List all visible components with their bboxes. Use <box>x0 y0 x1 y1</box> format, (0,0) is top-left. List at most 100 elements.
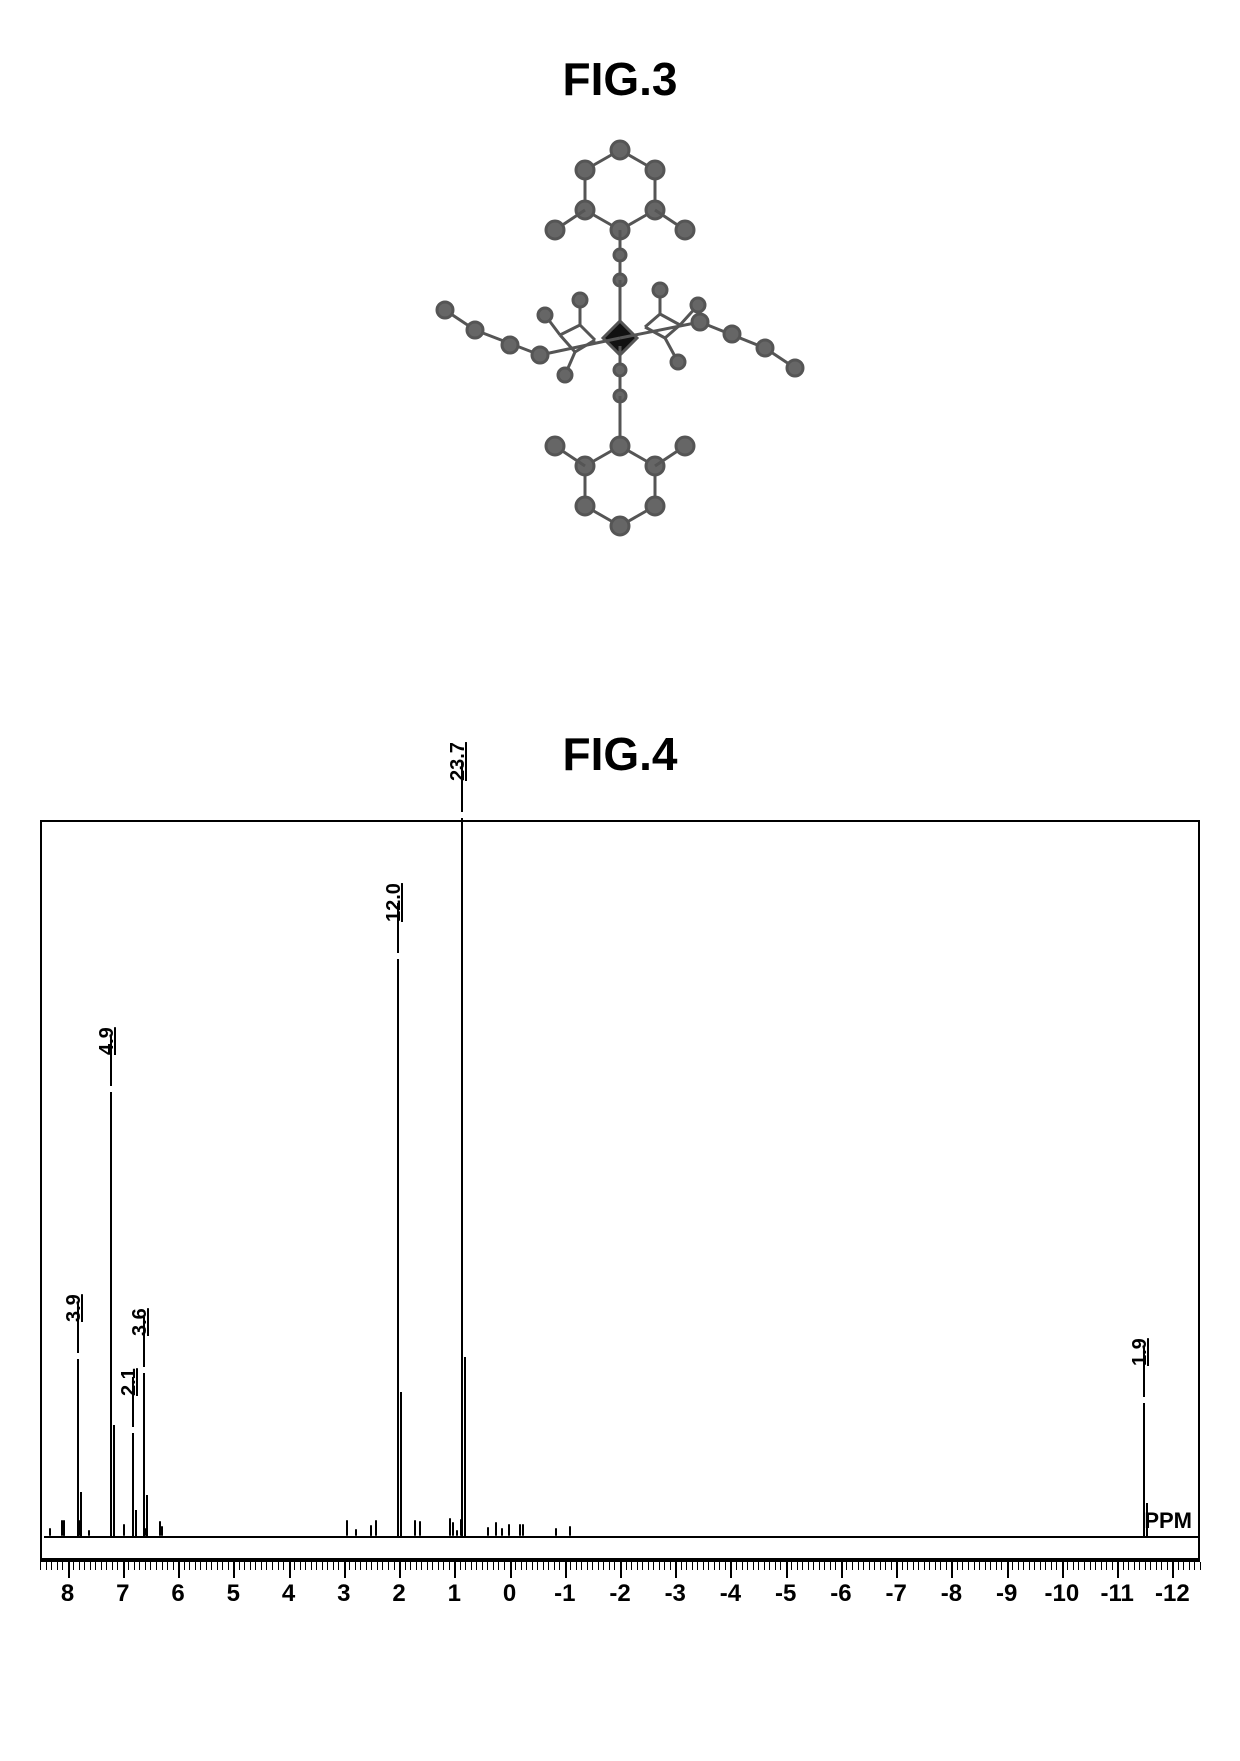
nmr-x-minor-tick <box>1090 1562 1091 1570</box>
nmr-x-minor-tick <box>559 1562 560 1570</box>
nmr-x-minor-tick <box>554 1562 555 1570</box>
nmr-noise <box>495 1522 497 1536</box>
nmr-x-minor-tick <box>316 1562 317 1570</box>
nmr-x-minor-tick <box>891 1562 892 1570</box>
nmr-x-minor-tick <box>592 1562 593 1570</box>
nmr-x-major-tick <box>1062 1562 1064 1578</box>
nmr-x-minor-tick <box>907 1562 908 1570</box>
nmr-x-minor-tick <box>1095 1562 1096 1570</box>
nmr-x-minor-tick <box>863 1562 864 1570</box>
nmr-x-minor-tick <box>979 1562 980 1570</box>
nmr-x-tick-label: 5 <box>227 1580 240 1608</box>
nmr-x-minor-tick <box>758 1562 759 1570</box>
nmr-x-minor-tick <box>106 1562 107 1570</box>
nmr-x-minor-tick <box>62 1562 63 1570</box>
nmr-x-minor-tick <box>548 1562 549 1570</box>
nmr-peak-label: 2.1 <box>118 1368 141 1396</box>
nmr-peak <box>397 959 399 1536</box>
nmr-x-minor-tick <box>405 1562 406 1570</box>
nmr-x-minor-tick <box>626 1562 627 1570</box>
nmr-x-minor-tick <box>824 1562 825 1570</box>
nmr-x-minor-tick <box>1040 1562 1041 1570</box>
nmr-x-minor-tick <box>112 1562 113 1570</box>
nmr-x-minor-tick <box>338 1562 339 1570</box>
nmr-x-tick-label: 1 <box>448 1580 461 1608</box>
nmr-x-minor-tick <box>1078 1562 1079 1570</box>
nmr-noise <box>419 1521 421 1536</box>
nmr-x-minor-tick <box>1150 1562 1151 1570</box>
nmr-x-minor-tick <box>681 1562 682 1570</box>
nmr-x-major-tick <box>1172 1562 1174 1578</box>
nmr-noise <box>355 1529 357 1536</box>
nmr-x-minor-tick <box>1183 1562 1184 1570</box>
nmr-noise <box>63 1526 65 1536</box>
nmr-x-minor-tick <box>283 1562 284 1570</box>
nmr-x-minor-tick <box>1156 1562 1157 1570</box>
nmr-x-minor-tick <box>311 1562 312 1570</box>
nmr-x-major-tick <box>1007 1562 1009 1578</box>
nmr-x-minor-tick <box>664 1562 665 1570</box>
nmr-x-minor-tick <box>476 1562 477 1570</box>
nmr-x-minor-tick <box>377 1562 378 1570</box>
nmr-x-minor-tick <box>167 1562 168 1570</box>
nmr-x-minor-tick <box>278 1562 279 1570</box>
nmr-x-minor-tick <box>427 1562 428 1570</box>
nmr-x-tick-label: -6 <box>830 1580 851 1608</box>
nmr-x-major-tick <box>841 1562 843 1578</box>
nmr-x-minor-tick <box>968 1562 969 1570</box>
nmr-x-minor-tick <box>962 1562 963 1570</box>
nmr-x-minor-tick <box>1029 1562 1030 1570</box>
nmr-x-minor-tick <box>1034 1562 1035 1570</box>
nmr-x-tick-label: -9 <box>996 1580 1017 1608</box>
nmr-x-minor-tick <box>1200 1562 1201 1570</box>
nmr-x-minor-tick <box>686 1562 687 1570</box>
nmr-x-major-tick <box>620 1562 622 1578</box>
nmr-x-major-tick <box>510 1562 512 1578</box>
nmr-x-minor-tick <box>764 1562 765 1570</box>
nmr-x-minor-tick <box>703 1562 704 1570</box>
nmr-x-minor-tick <box>659 1562 660 1570</box>
nmr-peak-label: 23.7 <box>447 742 470 781</box>
fig3-title: FIG.3 <box>0 52 1240 106</box>
nmr-x-minor-tick <box>902 1562 903 1570</box>
nmr-x-minor-tick <box>266 1562 267 1570</box>
nmr-x-minor-tick <box>670 1562 671 1570</box>
nmr-x-tick-label: -11 <box>1100 1580 1133 1608</box>
nmr-x-minor-tick <box>73 1562 74 1570</box>
nmr-x-minor-tick <box>117 1562 118 1570</box>
nmr-x-minor-tick <box>808 1562 809 1570</box>
nmr-peak-shoulder <box>146 1495 148 1536</box>
nmr-baseline <box>44 1536 1200 1538</box>
nmr-x-minor-tick <box>327 1562 328 1570</box>
nmr-x-minor-tick <box>322 1562 323 1570</box>
nmr-x-minor-tick <box>797 1562 798 1570</box>
nmr-x-minor-tick <box>460 1562 461 1570</box>
nmr-x-minor-tick <box>1012 1562 1013 1570</box>
nmr-x-minor-tick <box>874 1562 875 1570</box>
nmr-plot-area: 3.94.92.13.612.023.71.9PPM <box>40 820 1200 1560</box>
nmr-x-minor-tick <box>294 1562 295 1570</box>
nmr-noise <box>555 1528 557 1536</box>
nmr-noise <box>519 1524 521 1536</box>
nmr-x-minor-tick <box>532 1562 533 1570</box>
nmr-x-minor-tick <box>1056 1562 1057 1570</box>
nmr-x-tick-label: 7 <box>116 1580 129 1608</box>
nmr-x-minor-tick <box>371 1562 372 1570</box>
nmr-x-minor-tick <box>725 1562 726 1570</box>
nmr-x-minor-tick <box>51 1562 52 1570</box>
nmr-x-tick-label: 0 <box>503 1580 516 1608</box>
nmr-x-minor-tick <box>471 1562 472 1570</box>
nmr-x-tick-label: -2 <box>609 1580 630 1608</box>
nmr-x-tick-label: -10 <box>1045 1580 1080 1608</box>
nmr-x-major-tick <box>730 1562 732 1578</box>
nmr-x-minor-tick <box>498 1562 499 1570</box>
nmr-x-minor-tick <box>576 1562 577 1570</box>
nmr-x-minor-tick <box>791 1562 792 1570</box>
nmr-peak <box>132 1433 134 1537</box>
nmr-x-minor-tick <box>504 1562 505 1570</box>
nmr-x-major-tick <box>178 1562 180 1578</box>
nmr-x-minor-tick <box>162 1562 163 1570</box>
nmr-x-minor-tick <box>438 1562 439 1570</box>
nmr-x-major-tick <box>68 1562 70 1578</box>
nmr-x-minor-tick <box>880 1562 881 1570</box>
